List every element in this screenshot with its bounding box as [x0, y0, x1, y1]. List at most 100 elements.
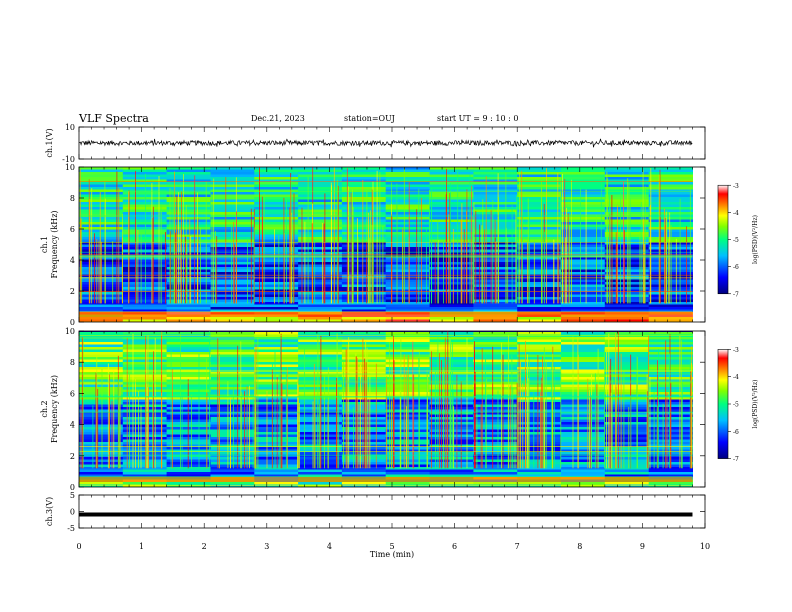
spectrogram-cell	[429, 309, 474, 312]
spectrogram-cell	[648, 197, 693, 200]
spectrogram-cell	[210, 392, 255, 395]
spectrogram-cell	[298, 267, 343, 270]
spectrogram-cell	[429, 269, 474, 272]
spectrogram-cell	[604, 294, 650, 297]
spectrogram-cell	[166, 439, 211, 442]
spectrogram-cell	[604, 409, 650, 412]
spectrogram-cell	[210, 467, 255, 470]
spectrogram-cell	[79, 407, 124, 410]
spectrogram-cell	[210, 189, 255, 192]
spectrogram-cell	[254, 387, 299, 390]
spectrogram-cell	[79, 269, 124, 272]
spectrogram-cell	[254, 427, 299, 430]
spectrogram-cell	[166, 197, 211, 200]
colorbar-tick-label: -6	[733, 429, 739, 436]
spectrogram-cell	[79, 394, 124, 397]
spectrogram-cell	[254, 474, 299, 477]
spectrogram-cell	[254, 434, 299, 437]
spectrogram-cell	[604, 434, 650, 437]
spectrogram-cell	[385, 252, 430, 255]
spectrogram-cell	[429, 182, 474, 185]
spectrogram-cell	[79, 252, 124, 255]
spectrogram-cell	[517, 227, 562, 230]
spectrogram-cell	[517, 449, 562, 452]
spectrogram-cell	[298, 249, 343, 252]
spectrogram-cell	[517, 372, 562, 375]
spectrogram-cell	[385, 184, 430, 187]
spectrogram-cell	[254, 339, 299, 342]
spectrogram-cell	[79, 444, 124, 447]
spectrogram-cell	[429, 272, 474, 275]
spectrogram-cell	[254, 209, 299, 212]
spectrogram-cell	[648, 357, 693, 360]
low-frequency-band	[79, 312, 693, 317]
x-tick-label: 8	[577, 542, 582, 551]
spectrogram-cell	[648, 304, 693, 307]
spectrogram-cell	[561, 357, 606, 360]
spectrogram-cell	[385, 287, 430, 290]
spectrogram-cell	[561, 192, 606, 195]
spectrogram-cell	[298, 239, 343, 242]
spectrogram-cell	[385, 209, 430, 212]
spectrogram-cell	[561, 234, 606, 237]
spectrogram-cell	[473, 472, 518, 475]
spectrogram-cell	[79, 419, 124, 422]
spectrogram-cell	[210, 374, 255, 377]
spectrogram-cell	[79, 409, 124, 412]
spectrogram-cell	[166, 299, 211, 302]
spectrogram-cell	[429, 482, 474, 485]
spectrogram-cell	[298, 347, 343, 350]
spectrogram-cell	[210, 474, 255, 477]
spectrogram-cell	[517, 257, 562, 260]
x-tick-label: 3	[264, 542, 269, 551]
spectrogram-cell	[517, 267, 562, 270]
spectrogram-cell	[429, 167, 474, 170]
spectrogram-cell	[604, 454, 650, 457]
spectrogram-cell	[122, 247, 168, 250]
spectrogram-cell	[429, 287, 474, 290]
spectrogram-cell	[604, 484, 650, 487]
spectrogram-cell	[604, 244, 650, 247]
spectrogram-cell	[210, 427, 255, 430]
spectrogram-cell	[429, 174, 474, 177]
spectrogram-cell	[298, 279, 343, 282]
spectrogram-cell	[385, 349, 430, 352]
spectrogram-cell	[341, 269, 387, 272]
spectrogram-cell	[254, 462, 299, 465]
spectrogram-cell	[166, 259, 211, 262]
spectrogram-cell	[429, 387, 474, 390]
spectrogram-cell	[517, 412, 562, 415]
spectrogram-cell	[561, 417, 606, 420]
spectrogram-cell	[604, 289, 650, 292]
x-tick-label: 5	[389, 542, 394, 551]
spectrogram-cell	[341, 302, 387, 305]
low-frequency-band	[79, 477, 693, 482]
spectrogram-cell	[166, 182, 211, 185]
spectrogram-cell	[298, 289, 343, 292]
spectrogram-cell	[517, 177, 562, 180]
spectrogram-cell	[517, 222, 562, 225]
spectrogram-cell	[122, 202, 168, 205]
spectrogram-cell	[254, 207, 299, 210]
spectrogram-cell	[298, 332, 343, 335]
spectrogram-cell	[79, 367, 124, 370]
spectrogram-cell	[122, 439, 168, 442]
spectrogram-cell	[341, 364, 387, 367]
spectrogram-cell	[254, 212, 299, 215]
y-tick-label: 0	[70, 483, 75, 492]
spectrogram-cell	[122, 194, 168, 197]
spectrogram-cell	[298, 272, 343, 275]
spectrogram-cell	[254, 244, 299, 247]
colorbar-tick-label: -5	[733, 237, 739, 244]
spectrogram-cell	[254, 184, 299, 187]
spectrogram-cell	[604, 192, 650, 195]
spectrogram-cell	[473, 219, 518, 222]
spectrogram-cell	[385, 274, 430, 277]
spectrogram-cell	[561, 247, 606, 250]
spectrogram-cell	[473, 454, 518, 457]
spectrogram-cell	[166, 287, 211, 290]
spectrogram-cell	[604, 352, 650, 355]
spectrogram-cell	[429, 354, 474, 357]
spectrogram-cell	[429, 237, 474, 240]
spectrogram-cell	[517, 274, 562, 277]
